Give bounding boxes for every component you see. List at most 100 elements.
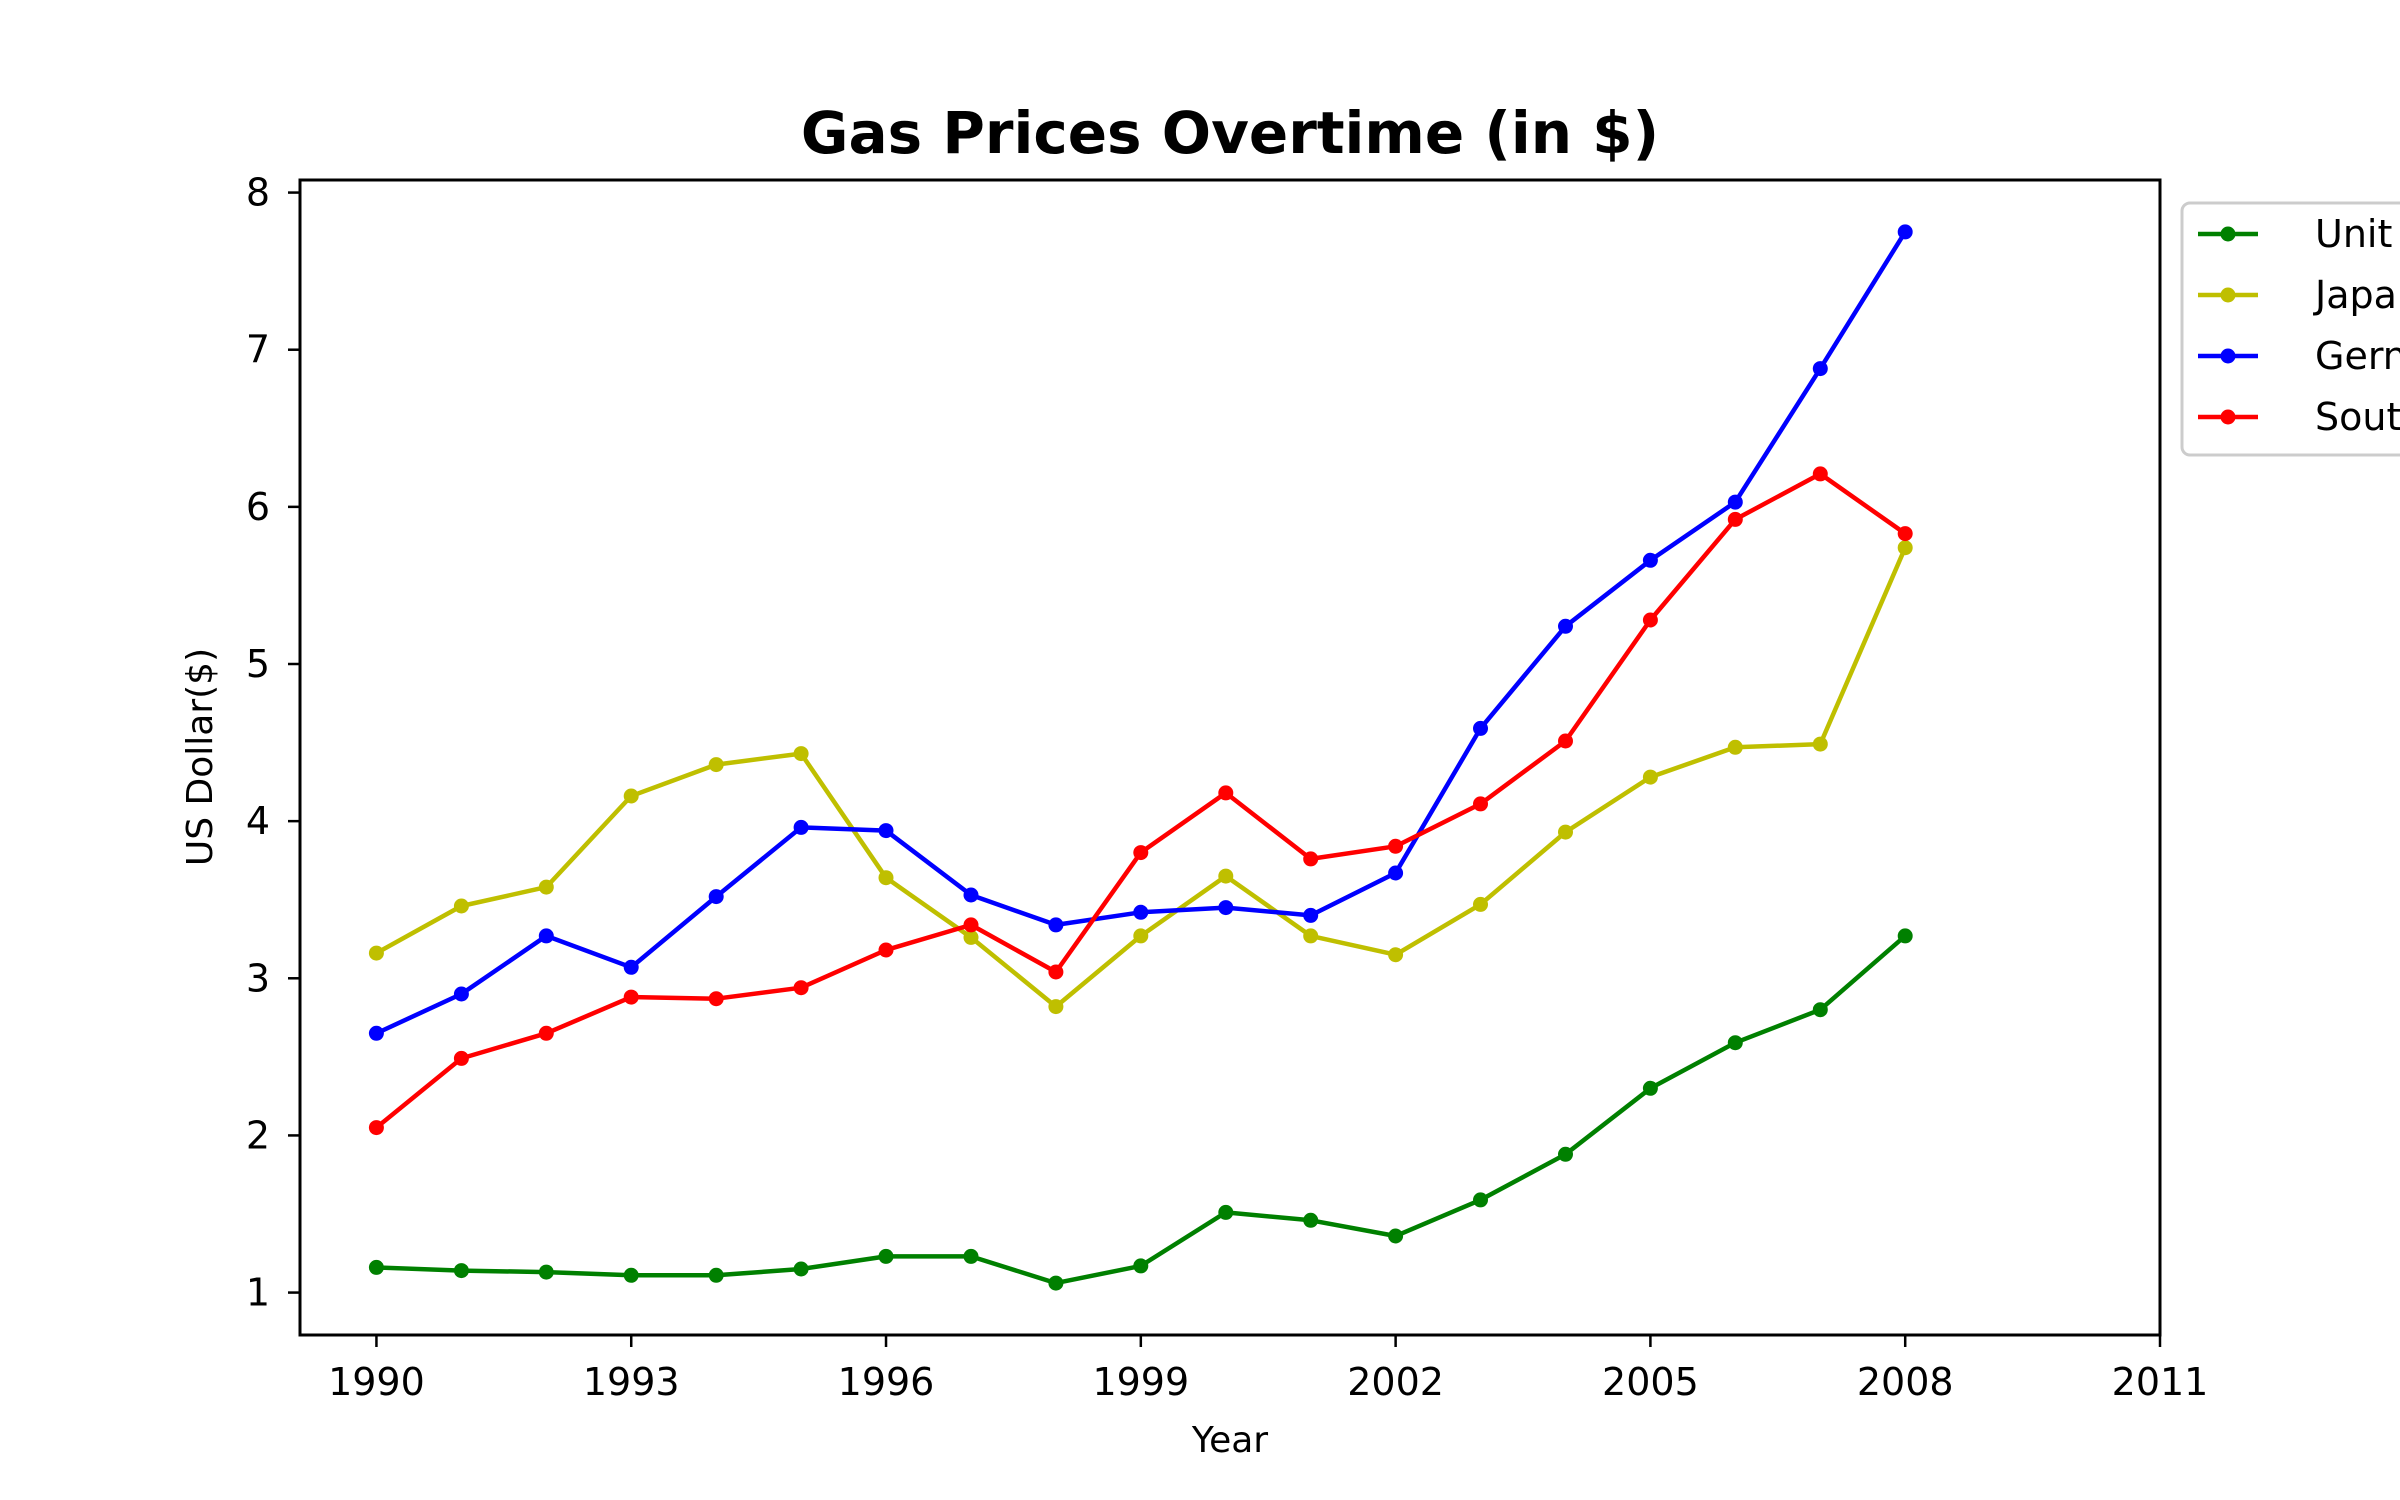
data-point [1303,1212,1319,1228]
data-point [1388,947,1404,963]
data-point [1388,1228,1404,1244]
data-point [1558,618,1573,634]
data-point [623,959,639,975]
series-line-0 [374,933,1908,1286]
plot-area-frame [298,178,2162,1337]
x-tick-label: 1999 [1092,1360,1189,1404]
legend-item: Gern [2198,334,2400,378]
y-tick-label: 8 [246,171,270,215]
data-point [963,917,979,933]
data-point [1727,511,1743,527]
data-point [1303,928,1319,944]
data-point [793,819,809,835]
data-point [1218,785,1234,801]
data-point [623,1267,639,1283]
x-axis-label: Year [1191,1420,1268,1461]
series-0 [368,928,1913,1291]
data-point [1473,1192,1488,1208]
data-point [878,823,894,839]
y-tick-label: 3 [246,956,270,1000]
data-point [1133,928,1149,944]
legend-label: Sout [2315,395,2400,439]
data-point [1473,796,1488,812]
data-point [1388,865,1404,881]
data-point [878,1248,894,1264]
data-point [1048,1275,1064,1291]
data-point [368,1120,384,1136]
x-tick-label: 2008 [1857,1360,1954,1404]
data-point [1642,612,1658,628]
y-tick-label: 4 [246,799,270,843]
data-point [1727,739,1743,755]
data-point [538,928,554,944]
data-point [1727,494,1743,510]
series-2 [368,224,1913,1041]
data-point [1642,552,1658,568]
data-point [708,889,724,905]
y-tick-label: 6 [246,485,270,529]
data-point [453,1263,469,1279]
y-tick-label: 5 [246,642,270,686]
data-point [963,887,979,903]
data-point [1303,907,1319,923]
data-point [1388,838,1404,854]
data-point [793,746,809,762]
x-tick-label: 2011 [2112,1360,2209,1404]
data-point [1558,824,1573,840]
data-point [878,870,894,886]
data-point [1897,526,1913,542]
data-point [368,945,384,961]
y-tick-label: 1 [246,1271,270,1315]
y-tick-label: 7 [246,328,270,372]
x-tick-label: 2002 [1347,1360,1444,1404]
data-point [1558,1146,1573,1162]
y-tick-label: 2 [246,1113,270,1157]
legend-label: Unit [2315,212,2392,256]
data-point [1218,900,1234,916]
data-point [708,991,724,1007]
legend-label: Gern [2315,334,2400,378]
data-point [1727,1035,1743,1051]
data-point [793,980,809,996]
data-point [1048,917,1064,933]
series-3 [368,466,1913,1136]
legend-item: Sout [2198,395,2400,439]
x-tick-label: 1990 [328,1360,425,1404]
legend-item: Japa [2198,273,2397,317]
data-point [1812,1002,1828,1018]
data-point [963,929,979,945]
data-point [1133,1258,1149,1274]
y-axis: 1 2 3 4 5 6 7 8 [246,171,300,1315]
legend-item: Unit [2198,212,2392,256]
x-tick-label: 1996 [838,1360,935,1404]
data-point [1642,1080,1658,1096]
data-point [708,757,724,773]
data-point [1303,851,1319,867]
series-layer [368,224,1913,1291]
data-point [623,788,639,804]
data-point [1133,904,1149,920]
legend-items: Unit Japa Gern Sout [2198,212,2400,439]
data-point [368,1025,384,1041]
x-tick-label: 1993 [583,1360,680,1404]
data-point [1812,736,1828,752]
series-1 [368,540,1913,1015]
data-point [1473,896,1488,912]
data-point [1473,720,1488,736]
legend: Unit Japa Gern Sout [2180,201,2400,457]
data-point [453,986,469,1002]
data-point [1048,964,1064,980]
y-axis-label: US Dollar($) [180,648,221,866]
data-point [1897,540,1913,556]
legend-swatch-marker [2220,226,2236,242]
data-point [793,1261,809,1277]
x-tick-label: 2005 [1602,1360,1699,1404]
data-point [878,942,894,958]
legend-swatch-marker [2220,348,2236,364]
data-point [963,1248,979,1264]
data-point [708,1267,724,1283]
legend-box [2180,201,2400,457]
legend-label: Japa [2313,273,2397,317]
data-point [1218,1204,1234,1220]
